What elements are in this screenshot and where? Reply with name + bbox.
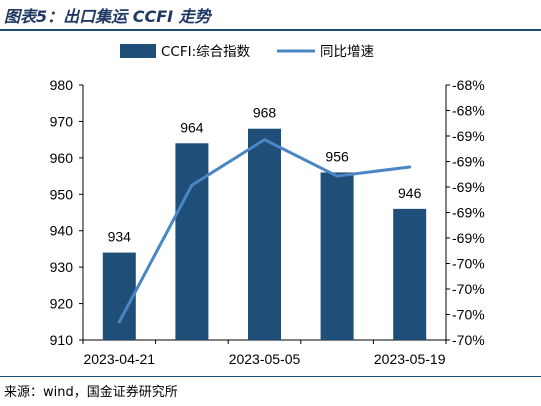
y-right-tick-label: -70% [452,256,485,272]
axes: 910 920 930 940 950 960 970 980 -70% -70% -70% -70%… [50,77,485,367]
yoy-line-point [117,320,121,324]
line-series [117,138,412,324]
bar-data-label: 956 [325,148,349,164]
y-left-tick-label: 930 [50,259,74,275]
source-note: 来源：wind，国金证券研究所 [4,385,178,400]
legend-bar-swatch [120,44,156,58]
yoy-line-point [335,174,339,178]
x-tick-label: 2023-05-05 [229,351,301,367]
y-left-tick-label: 940 [50,223,74,239]
bar-data-label: 968 [253,105,277,121]
bar-data-label: 934 [108,229,132,245]
y-left-tick-label: 910 [50,332,74,348]
x-tick-label: 2023-04-21 [83,351,155,367]
y-right-tick-label: -68% [452,77,485,93]
bar-data-label: 964 [180,119,204,135]
yoy-line-point [263,138,266,142]
bar-series [102,128,427,340]
y-left-tick-label: 950 [50,186,74,202]
y-right-tick-label: -70% [452,307,485,323]
source-divider [0,376,541,377]
chart-title: 图表5：出口集运 CCFI 走势 [4,7,211,26]
bar-data-label: 946 [398,185,422,201]
x-tick-label: 2023-05-19 [374,351,446,367]
bar [102,252,136,340]
y-right-tick-label: -68% [452,103,485,119]
y-right-tick-label: -69% [452,179,485,195]
y-right-tick-label: -69% [452,205,485,221]
y-left-tick-label: 920 [50,296,74,312]
yoy-line-point [408,165,412,169]
legend-line-label: 同比增速 [320,44,374,60]
yoy-line-point [190,183,194,187]
y-right-tick-label: -70% [452,332,485,348]
title-bar: 图表5：出口集运 CCFI 走势 [0,0,541,31]
bar [320,172,354,340]
y-left-tick-label: 970 [50,113,74,129]
chart: CCFI:综合指数 同比增速 910 920 930 940 950 960 970 980 -7… [50,44,485,367]
y-right-tick-label: -69% [452,128,485,144]
data-labels: 934 964 968 956 946 [108,105,422,245]
y-right-tick-label: -70% [452,281,485,297]
y-right-tick-label: -69% [452,154,485,170]
bar [248,128,281,340]
bar [393,208,427,340]
y-left-tick-label: 980 [50,77,74,93]
y-right-tick-label: -69% [452,230,485,246]
legend-bar-label: CCFI:综合指数 [161,44,251,60]
bar [175,143,209,340]
y-left-tick-label: 960 [50,150,74,166]
legend: CCFI:综合指数 同比增速 [120,44,374,60]
